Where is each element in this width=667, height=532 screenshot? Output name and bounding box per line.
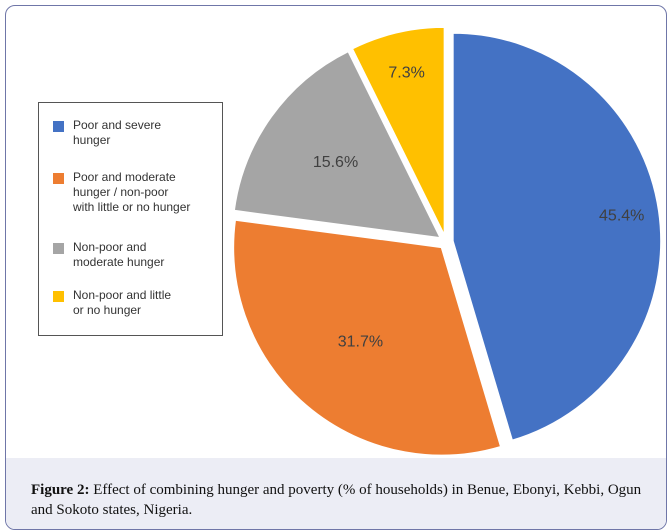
legend-label: Non-poor and moderate hunger: [73, 240, 165, 269]
figure-caption: Figure 2: Effect of combining hunger and…: [31, 480, 661, 520]
caption-band: [6, 458, 666, 529]
data-label: 7.3%: [388, 64, 424, 81]
pie-chart: 45.4% 31.7% 15.6% 7.3%: [232, 26, 662, 457]
legend-label: Non-poor and little or no hunger: [73, 288, 172, 317]
chart-legend: Poor and severe hunger Poor and moderate…: [38, 102, 223, 336]
legend-item-non-poor-moderate-hunger: Non-poor and moderate hunger: [53, 240, 221, 270]
figure-panel: 45.4% 31.7% 15.6% 7.3% Poor and severe hung…: [5, 5, 667, 530]
slice-poor-severe-hunger: [452, 32, 662, 442]
data-label: 31.7%: [338, 333, 383, 350]
data-label: 15.6%: [313, 154, 358, 171]
legend-swatch: [53, 243, 64, 254]
slice-poor-moderate-hunger: [232, 219, 502, 457]
legend-item-poor-moderate-hunger: Poor and moderate hunger / non-poor with…: [53, 170, 221, 215]
legend-label: Poor and moderate hunger / non-poor with…: [73, 170, 191, 214]
legend-swatch: [53, 291, 64, 302]
data-label: 45.4%: [599, 208, 644, 225]
legend-swatch: [53, 173, 64, 184]
legend-item-poor-severe-hunger: Poor and severe hunger: [53, 118, 221, 148]
legend-swatch: [53, 121, 64, 132]
figure-caption-text: Effect of combining hunger and poverty (…: [31, 482, 642, 518]
slice-non-poor-little-hunger: [351, 26, 446, 236]
legend-label: Poor and severe hunger: [73, 118, 162, 147]
slice-non-poor-moderate-hunger: [233, 50, 442, 239]
figure-caption-label: Figure 2:: [31, 482, 90, 498]
legend-item-non-poor-little-hunger: Non-poor and little or no hunger: [53, 288, 221, 318]
